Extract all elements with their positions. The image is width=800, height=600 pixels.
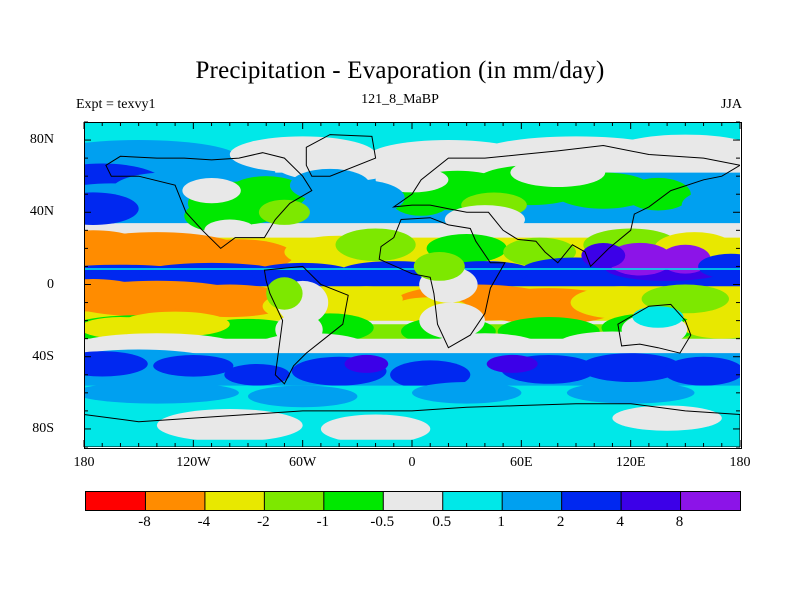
colorbar-band [264, 492, 325, 510]
y-tick-label: 80S [32, 420, 54, 436]
colorbar-tick-label: 0.5 [432, 514, 452, 530]
x-tick-label: 60E [510, 455, 533, 470]
colorbar-tick-label: -1 [316, 514, 330, 530]
dataset-label: 121_8_MaBP [361, 92, 439, 107]
x-tick-label: 180 [73, 455, 95, 470]
y-tick-label: 40N [29, 204, 54, 220]
colorbar-tick-label: 4 [616, 514, 624, 530]
x-tick-label: 120W [176, 455, 211, 470]
colorbar[interactable] [85, 491, 741, 511]
y-tick-label: 0 [47, 276, 54, 292]
colorbar-tick-label: -4 [197, 514, 211, 530]
colorbar-tick-label: 1 [497, 514, 505, 530]
colorbar-band [383, 492, 444, 510]
x-tick-label: 60W [289, 455, 317, 470]
colorbar-band [323, 492, 384, 510]
colorbar-band [502, 492, 563, 510]
page-title: Precipitation - Evaporation (in mm/day) [195, 57, 605, 84]
colorbar-band [621, 492, 682, 510]
y-tick-label: 80N [29, 132, 54, 148]
season-label: JJA [720, 97, 742, 112]
colorbar-band [86, 492, 147, 510]
colorbar-band [204, 492, 265, 510]
colorbar-band [561, 492, 622, 510]
colorbar-band [442, 492, 503, 510]
colorbar-band [680, 492, 740, 510]
colorbar-tick-label: 8 [675, 514, 684, 530]
x-tick-label: 120E [615, 455, 646, 470]
colorbar-tick-label: -0.5 [370, 514, 395, 530]
colorbar-tick-label: -8 [138, 514, 151, 530]
experiment-label: Expt = texvy1 [76, 97, 156, 112]
y-tick-label: 40S [32, 348, 54, 364]
x-tick-label: 0 [408, 455, 416, 470]
colorbar-band [145, 492, 206, 510]
colorbar-tick-label: -2 [257, 514, 270, 530]
x-tick-label: 180 [729, 455, 751, 470]
map-plot-area[interactable] [84, 122, 740, 447]
colorbar-tick-label: 2 [556, 514, 565, 530]
contour-field [84, 122, 740, 447]
